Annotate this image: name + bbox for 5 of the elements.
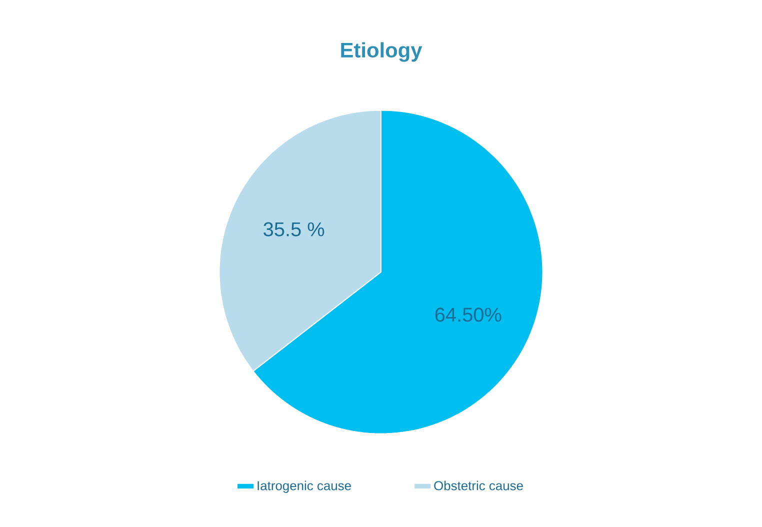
chart-title: Etiology [341, 42, 422, 62]
legend-label: Obstetric cause [434, 480, 523, 490]
data-label: 64.50% [435, 308, 502, 322]
legend-label: Iatrogenic cause [258, 480, 351, 493]
data-label: 35.5 % [264, 222, 324, 236]
